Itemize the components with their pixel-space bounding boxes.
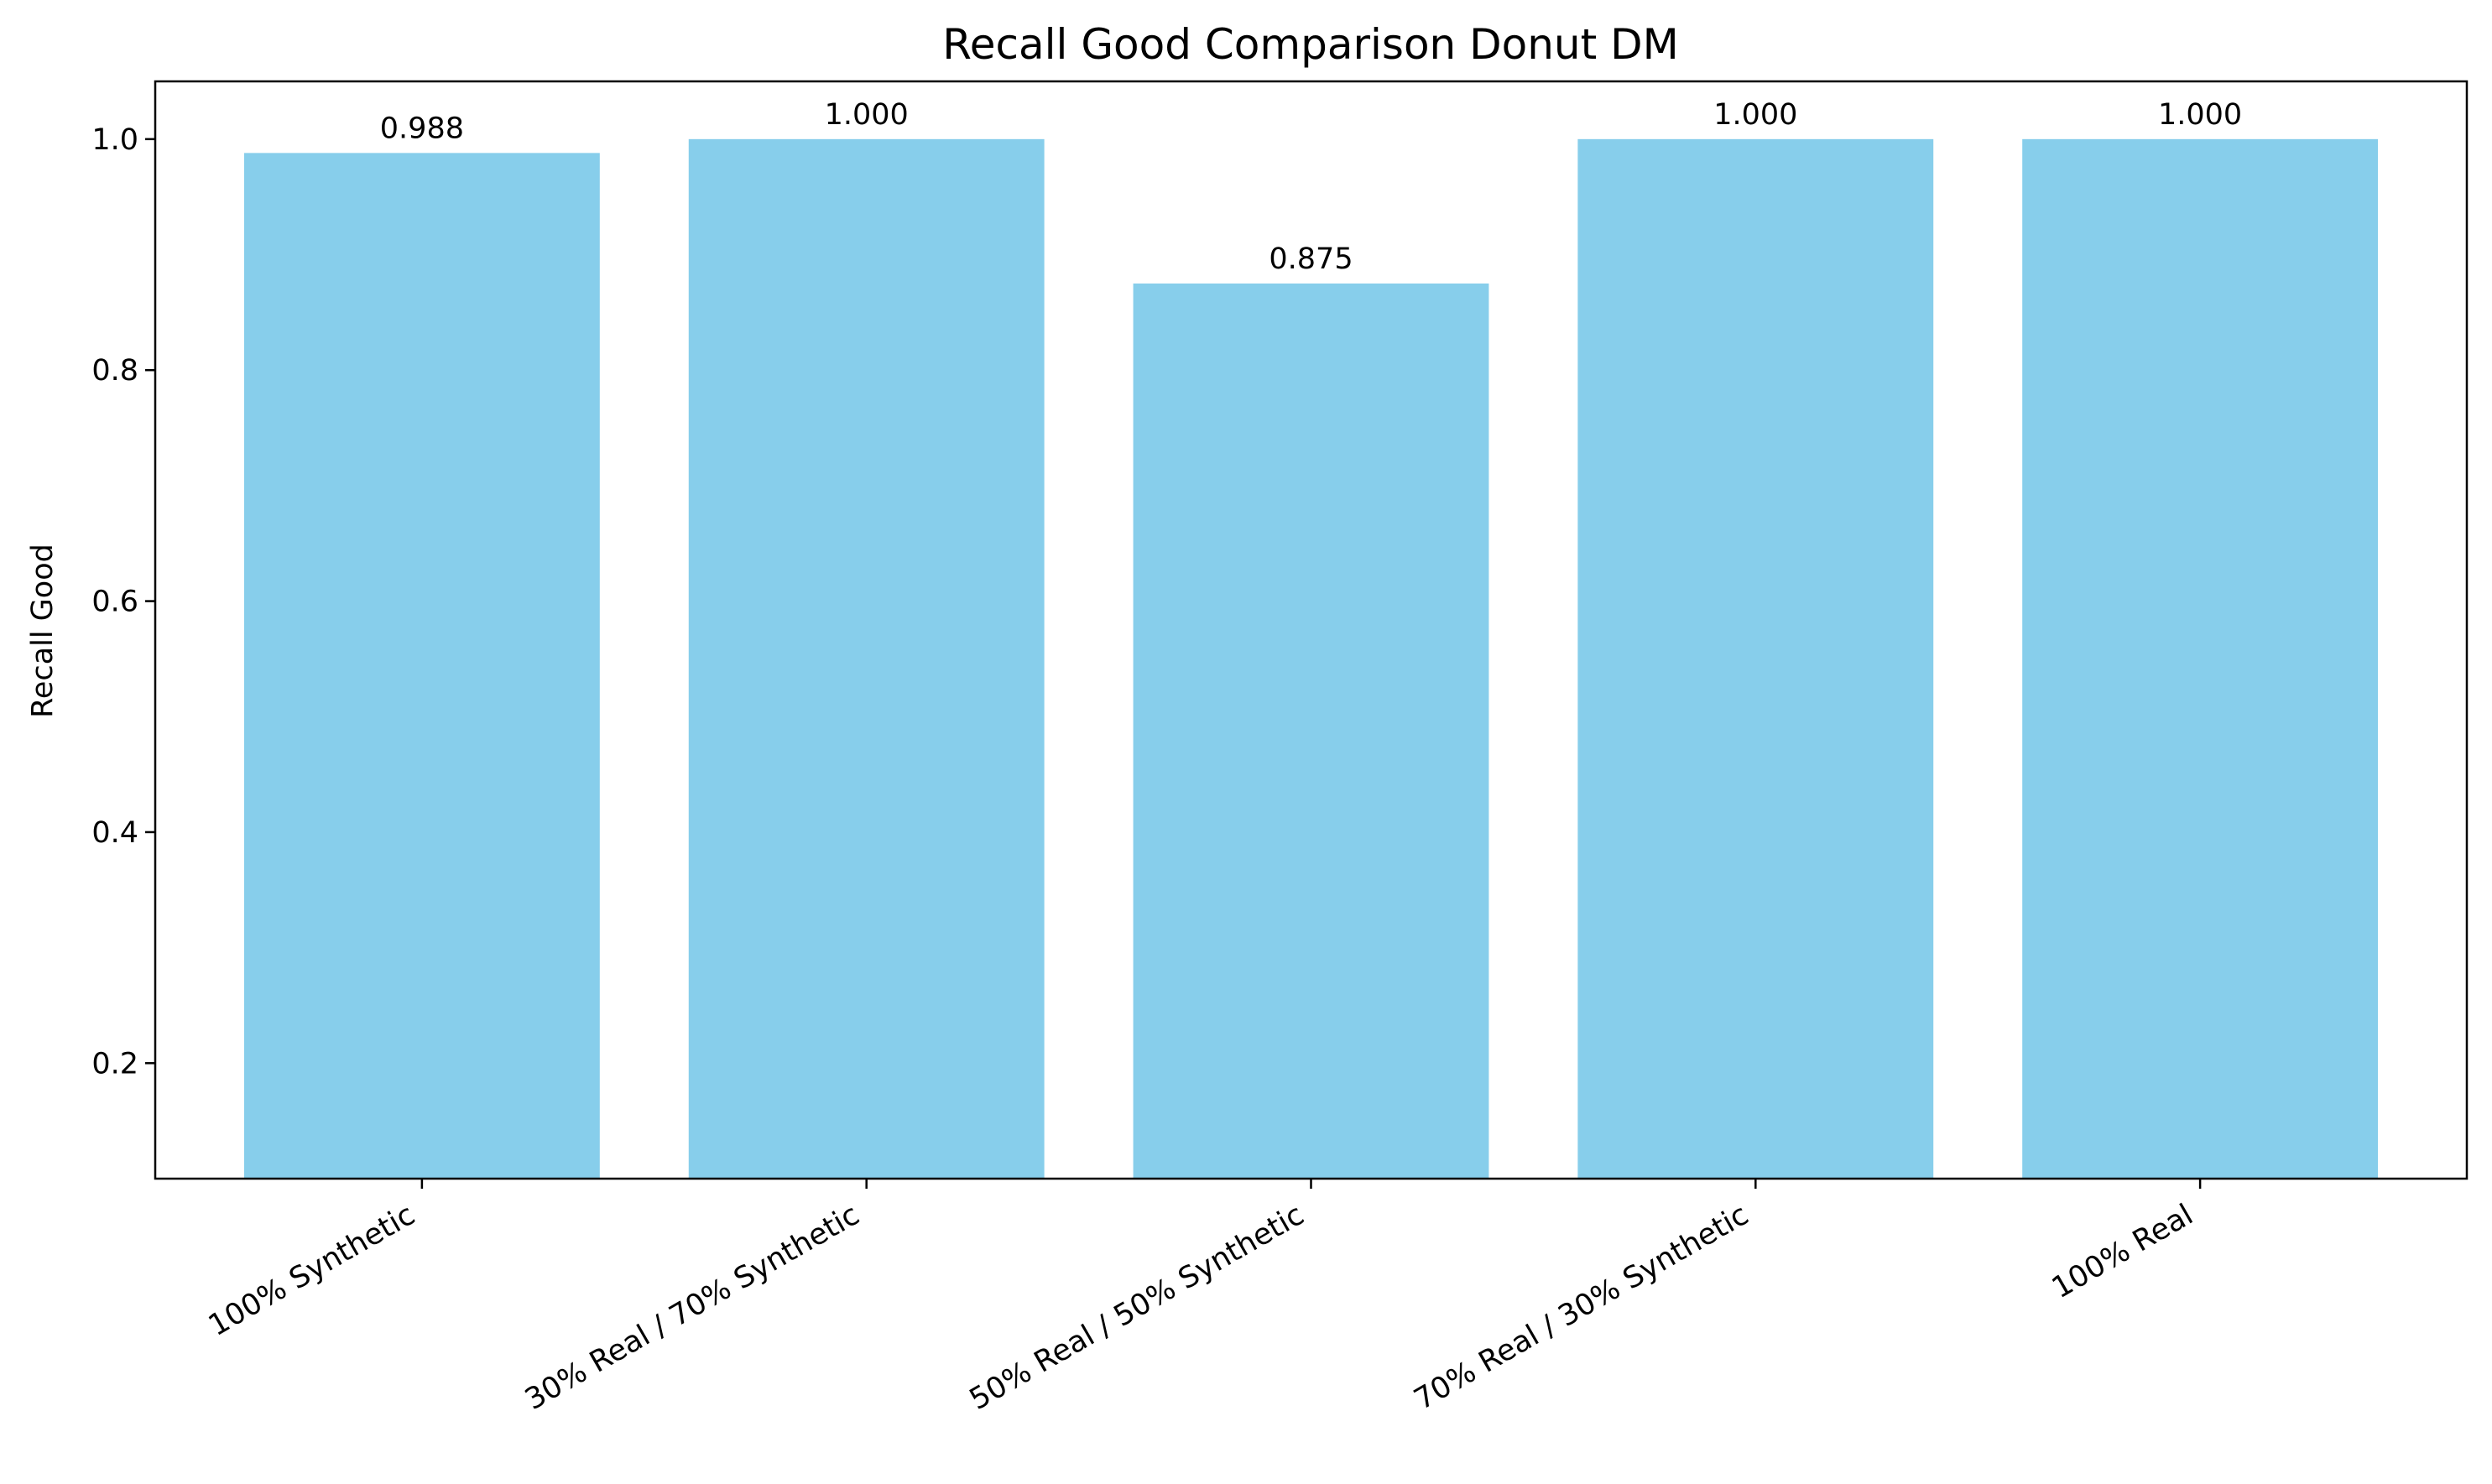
- data-label: 0.988: [380, 112, 464, 145]
- plot-area: 0.988 1.000 0.875 1.000 1.000 0.2 0.4 0.6 0.8 1.0…: [91, 80, 2469, 1417]
- data-label: 1.000: [2158, 98, 2242, 132]
- x-tick-label: 30% Real / 70% Synthetic: [519, 1198, 865, 1417]
- chart-title: Recall Good Comparison Donut DM: [942, 20, 1679, 69]
- bar: [1577, 138, 1934, 1179]
- y-tick-label: 0.8: [91, 354, 138, 388]
- bar: [1133, 283, 1489, 1179]
- x-tick-label: 100% Synthetic: [203, 1198, 420, 1343]
- bar: [688, 138, 1045, 1179]
- y-tick-label: 0.2: [91, 1047, 138, 1080]
- x-tick-label: 50% Real / 50% Synthetic: [964, 1198, 1310, 1417]
- data-label: 0.875: [1269, 242, 1353, 276]
- y-axis-label: Recall Good: [26, 544, 60, 718]
- data-label: 1.000: [1713, 98, 1797, 132]
- y-tick-label: 0.6: [91, 586, 138, 619]
- bar: [243, 153, 600, 1179]
- bar: [2022, 138, 2379, 1179]
- y-tick-label: 1.0: [91, 123, 138, 157]
- data-label: 1.000: [825, 98, 909, 132]
- x-tick-label: 100% Real: [2046, 1198, 2199, 1305]
- x-tick-label: 70% Real / 30% Synthetic: [1409, 1198, 1754, 1417]
- y-tick-label: 0.4: [91, 816, 138, 850]
